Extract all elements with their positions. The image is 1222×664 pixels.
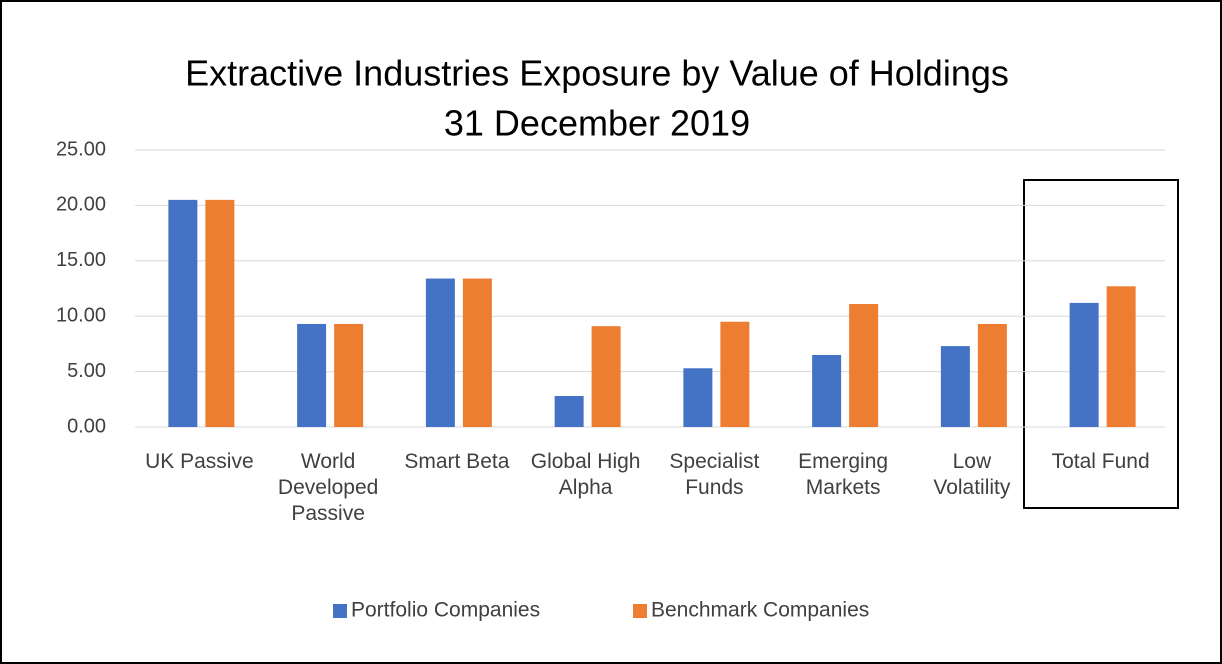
x-tick-label: Smart Beta xyxy=(404,450,510,473)
x-tick-label: Global High Alpha xyxy=(530,450,641,499)
bar xyxy=(849,304,879,427)
y-tick-label: 25.00 xyxy=(56,138,106,160)
bar xyxy=(940,346,970,427)
x-tick-label-box: World Developed Passive xyxy=(277,450,379,525)
bar xyxy=(977,323,1007,427)
bar xyxy=(683,368,713,427)
bar xyxy=(720,321,750,427)
bar xyxy=(297,323,327,427)
x-tick-label: World Developed Passive xyxy=(277,450,379,525)
x-tick-label-box: Specialist Funds xyxy=(669,450,760,499)
x-tick-label-box: Emerging Markets xyxy=(798,450,889,499)
legend-swatch xyxy=(633,604,647,618)
bar xyxy=(205,199,235,427)
x-tick-label: Emerging Markets xyxy=(798,450,889,499)
y-tick-label: 10.00 xyxy=(56,304,106,326)
chart-subtitle: 31 December 2019 xyxy=(444,103,750,144)
bar xyxy=(425,278,455,427)
x-tick-label-box: Low Volatility xyxy=(933,450,1011,499)
x-tick-label: Low Volatility xyxy=(933,450,1011,499)
bar xyxy=(812,354,842,427)
y-tick-label: 20.00 xyxy=(56,194,106,216)
bar xyxy=(334,323,364,427)
bar xyxy=(1106,286,1136,427)
highlight-box xyxy=(1023,179,1179,509)
legend-label: Portfolio Companies xyxy=(351,599,540,622)
y-tick-label: 15.00 xyxy=(56,249,106,271)
x-tick-label-box: Global High Alpha xyxy=(530,450,641,499)
x-tick-label: Specialist Funds xyxy=(669,450,760,499)
x-tick-label: UK Passive xyxy=(145,450,254,473)
x-tick-label: Total Fund xyxy=(1051,450,1150,473)
y-tick-label: 0.00 xyxy=(67,415,106,437)
bar xyxy=(168,199,198,427)
bar xyxy=(554,395,584,427)
chart-title: Extractive Industries Exposure by Value … xyxy=(185,53,1009,94)
y-tick-label: 5.00 xyxy=(67,360,106,382)
x-tick-label-box: Smart Beta xyxy=(404,450,510,473)
bar xyxy=(591,326,621,427)
x-tick-label-box: UK Passive xyxy=(145,450,254,473)
legend-swatch xyxy=(333,604,347,618)
bar xyxy=(462,278,492,427)
legend-label: Benchmark Companies xyxy=(651,599,869,622)
x-tick-label-box: Total Fund xyxy=(1051,450,1150,473)
bar xyxy=(1069,302,1099,427)
